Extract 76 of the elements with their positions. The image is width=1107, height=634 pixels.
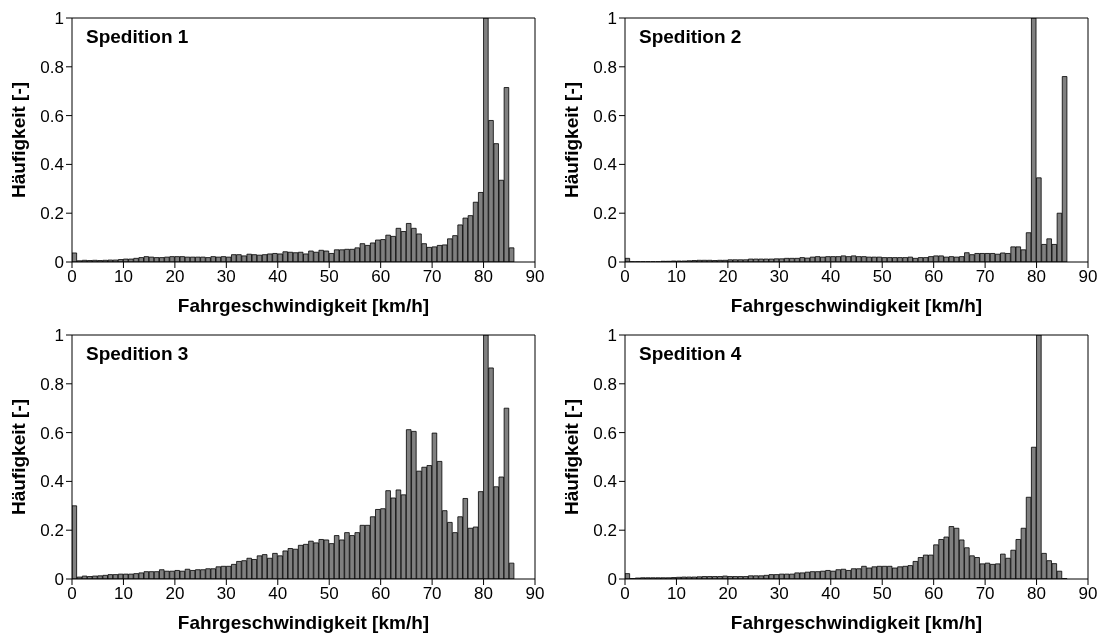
x-tick-label: 10: [113, 267, 133, 287]
x-tick-label: 90: [525, 584, 545, 604]
y-tick-label: 0.6: [40, 106, 64, 126]
x-tick-label: 0: [620, 267, 630, 287]
y-tick-label: 0: [607, 253, 617, 273]
y-tick-label: 0.8: [40, 57, 64, 77]
x-tick-label: 20: [718, 267, 738, 287]
x-tick-label: 40: [268, 584, 288, 604]
x-tick-label: 60: [924, 584, 944, 604]
x-tick-label: 10: [113, 584, 133, 604]
y-axis-title: Häufigkeit [-]: [7, 81, 29, 199]
x-tick-label: 90: [525, 267, 545, 287]
y-tick-label: 0.4: [40, 155, 64, 175]
chart-title: Spedition 4: [639, 343, 742, 365]
x-tick-label: 70: [422, 584, 442, 604]
y-tick-label: 0.6: [593, 106, 617, 126]
x-tick-label: 70: [975, 267, 995, 287]
y-tick-label: 1: [607, 326, 617, 346]
x-axis-title: Fahrgeschwindigkeit [km/h]: [730, 295, 983, 316]
x-tick-label: 30: [769, 584, 789, 604]
y-tick-label: 0.2: [593, 204, 617, 224]
y-tick-label: 0.8: [40, 374, 64, 394]
x-tick-label: 50: [319, 267, 339, 287]
y-tick-label: 0.4: [40, 472, 64, 492]
x-tick-label: 50: [872, 267, 892, 287]
y-tick-label: 0: [54, 253, 64, 273]
y-tick-label: 0.8: [593, 374, 617, 394]
y-tick-label: 0.4: [593, 155, 617, 175]
x-tick-label: 60: [371, 584, 391, 604]
x-axis-title: Fahrgeschwindigkeit [km/h]: [730, 612, 983, 633]
x-tick-label: 10: [666, 267, 686, 287]
y-axis-title: Häufigkeit [-]: [560, 81, 582, 199]
x-tick-label: 80: [474, 584, 494, 604]
x-tick-label: 60: [924, 267, 944, 287]
y-tick-label: 1: [607, 9, 617, 29]
x-tick-label: 50: [319, 584, 339, 604]
y-tick-label: 0.4: [593, 472, 617, 492]
y-axis-title: Häufigkeit [-]: [560, 398, 582, 516]
chart-title: Spedition 2: [639, 26, 742, 48]
y-tick-label: 0.6: [40, 423, 64, 443]
x-tick-label: 20: [165, 584, 185, 604]
x-tick-label: 0: [67, 267, 77, 287]
chart-title: Spedition 1: [86, 26, 189, 48]
x-axis-title: Fahrgeschwindigkeit [km/h]: [177, 612, 430, 633]
x-tick-label: 30: [216, 267, 236, 287]
y-tick-label: 0.8: [593, 57, 617, 77]
x-tick-label: 20: [718, 584, 738, 604]
x-tick-label: 70: [975, 584, 995, 604]
x-tick-label: 30: [216, 584, 236, 604]
x-tick-label: 70: [422, 267, 442, 287]
x-tick-label: 80: [1027, 584, 1047, 604]
x-tick-label: 40: [821, 267, 841, 287]
x-tick-label: 60: [371, 267, 391, 287]
x-tick-label: 50: [872, 584, 892, 604]
y-tick-label: 1: [54, 9, 64, 29]
x-tick-label: 80: [474, 267, 494, 287]
x-tick-label: 40: [268, 267, 288, 287]
x-tick-label: 40: [821, 584, 841, 604]
chart-title: Spedition 3: [86, 343, 189, 365]
x-tick-label: 90: [1078, 267, 1098, 287]
x-tick-label: 0: [67, 584, 77, 604]
x-tick-label: 30: [769, 267, 789, 287]
x-tick-label: 0: [620, 584, 630, 604]
y-tick-label: 0: [54, 570, 64, 590]
y-tick-label: 0.2: [40, 204, 64, 224]
x-tick-label: 90: [1078, 584, 1098, 604]
x-tick-label: 20: [165, 267, 185, 287]
y-tick-label: 1: [54, 326, 64, 346]
x-tick-label: 10: [666, 584, 686, 604]
x-axis-title: Fahrgeschwindigkeit [km/h]: [177, 295, 430, 316]
y-tick-label: 0.2: [40, 521, 64, 541]
y-tick-label: 0.2: [593, 521, 617, 541]
y-axis-title: Häufigkeit [-]: [7, 398, 29, 516]
x-tick-label: 80: [1027, 267, 1047, 287]
y-tick-label: 0.6: [593, 423, 617, 443]
y-tick-label: 0: [607, 570, 617, 590]
